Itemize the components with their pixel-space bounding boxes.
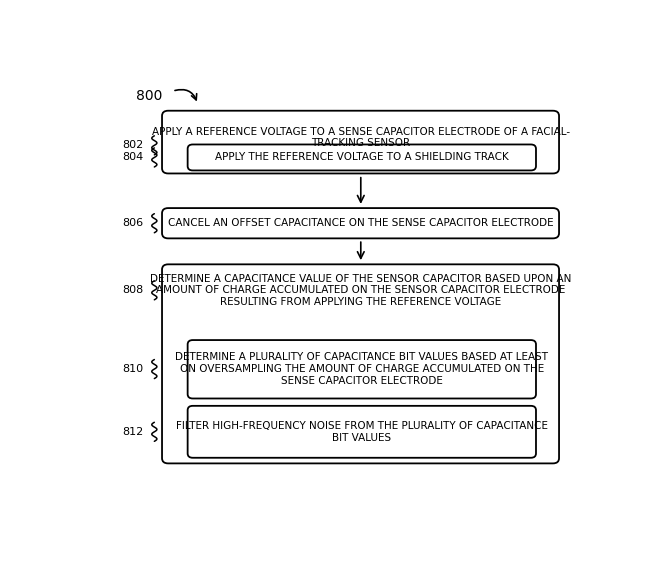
FancyBboxPatch shape: [162, 264, 559, 464]
Text: DETERMINE A CAPACITANCE VALUE OF THE SENSOR CAPACITOR BASED UPON AN
AMOUNT OF CH: DETERMINE A CAPACITANCE VALUE OF THE SEN…: [150, 274, 572, 307]
FancyBboxPatch shape: [162, 208, 559, 238]
Text: FILTER HIGH-FREQUENCY NOISE FROM THE PLURALITY OF CAPACITANCE
BIT VALUES: FILTER HIGH-FREQUENCY NOISE FROM THE PLU…: [176, 421, 548, 443]
FancyBboxPatch shape: [188, 144, 536, 170]
Text: 810: 810: [122, 364, 143, 374]
Text: 802: 802: [122, 140, 143, 150]
Text: 808: 808: [122, 285, 143, 295]
Text: 806: 806: [122, 218, 143, 228]
FancyBboxPatch shape: [162, 111, 559, 174]
Text: CANCEL AN OFFSET CAPACITANCE ON THE SENSE CAPACITOR ELECTRODE: CANCEL AN OFFSET CAPACITANCE ON THE SENS…: [168, 218, 554, 228]
Text: 812: 812: [122, 427, 143, 437]
Text: 804: 804: [122, 152, 143, 162]
Text: APPLY THE REFERENCE VOLTAGE TO A SHIELDING TRACK: APPLY THE REFERENCE VOLTAGE TO A SHIELDI…: [215, 152, 509, 162]
FancyBboxPatch shape: [188, 406, 536, 458]
Text: 800: 800: [136, 89, 163, 103]
Text: DETERMINE A PLURALITY OF CAPACITANCE BIT VALUES BASED AT LEAST
ON OVERSAMPLING T: DETERMINE A PLURALITY OF CAPACITANCE BIT…: [175, 352, 549, 386]
Text: APPLY A REFERENCE VOLTAGE TO A SENSE CAPACITOR ELECTRODE OF A FACIAL-
TRACKING S: APPLY A REFERENCE VOLTAGE TO A SENSE CAP…: [152, 127, 570, 148]
FancyBboxPatch shape: [188, 340, 536, 398]
